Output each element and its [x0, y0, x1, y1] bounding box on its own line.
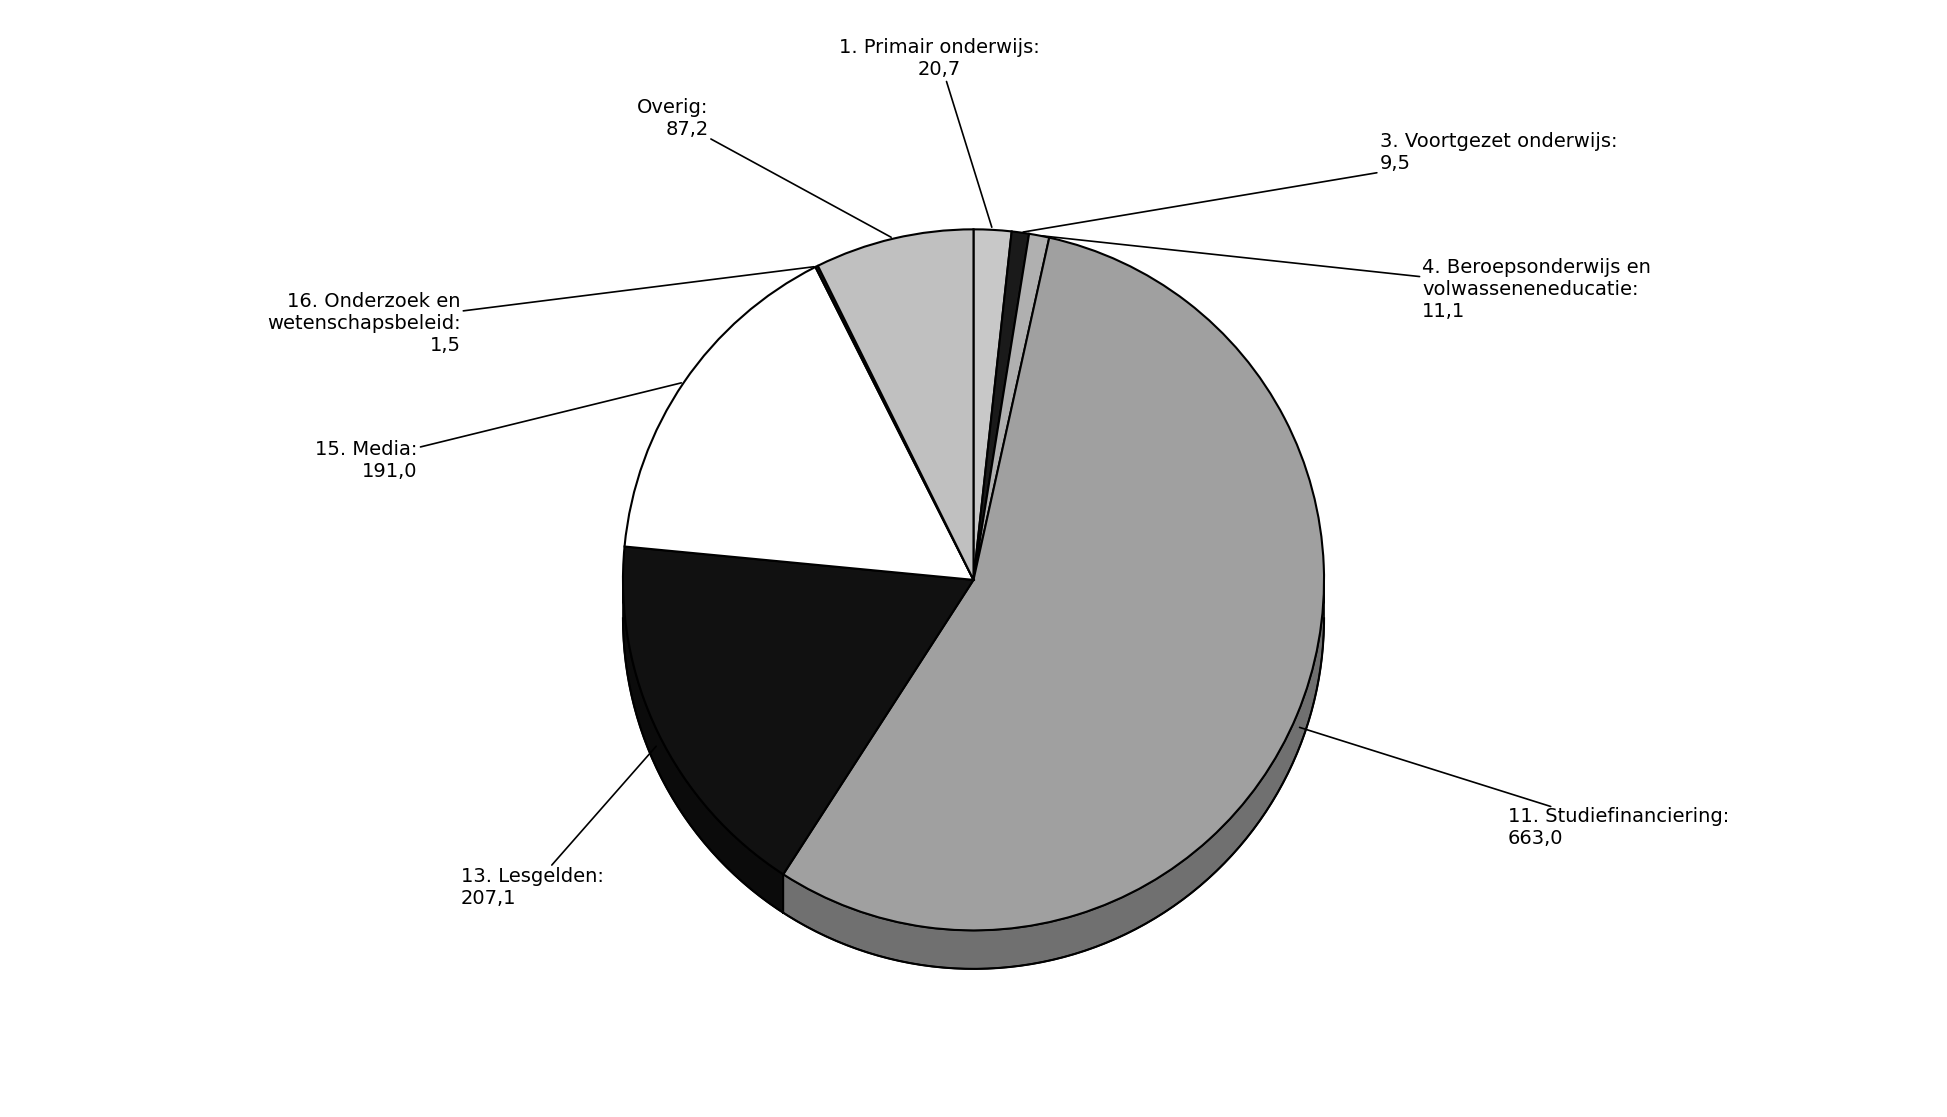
Wedge shape [783, 238, 1324, 930]
Text: 16. Onderzoek en
wetenschapsbeleid:
1,5: 16. Onderzoek en wetenschapsbeleid: 1,5 [267, 267, 814, 355]
Text: 4. Beroepsonderwijs en
volwasseneneducatie:
11,1: 4. Beroepsonderwijs en volwasseneneducat… [1042, 236, 1651, 321]
Polygon shape [783, 580, 1324, 968]
Text: Overig:
87,2: Overig: 87,2 [637, 97, 892, 237]
Wedge shape [816, 266, 974, 580]
Text: 11. Studiefinanciering:
663,0: 11. Studiefinanciering: 663,0 [1299, 727, 1729, 848]
Wedge shape [623, 546, 974, 875]
Text: 15. Media:
191,0: 15. Media: 191,0 [315, 383, 681, 480]
Wedge shape [625, 267, 974, 580]
Text: 13. Lesgelden:
207,1: 13. Lesgelden: 207,1 [461, 746, 656, 908]
Wedge shape [974, 233, 1049, 580]
Text: 3. Voortgezet onderwijs:
9,5: 3. Voortgezet onderwijs: 9,5 [1024, 132, 1618, 232]
Wedge shape [974, 231, 1030, 580]
Polygon shape [623, 581, 783, 913]
Text: 1. Primair onderwijs:
20,7: 1. Primair onderwijs: 20,7 [839, 38, 1040, 227]
Wedge shape [974, 229, 1012, 580]
Wedge shape [818, 229, 974, 580]
